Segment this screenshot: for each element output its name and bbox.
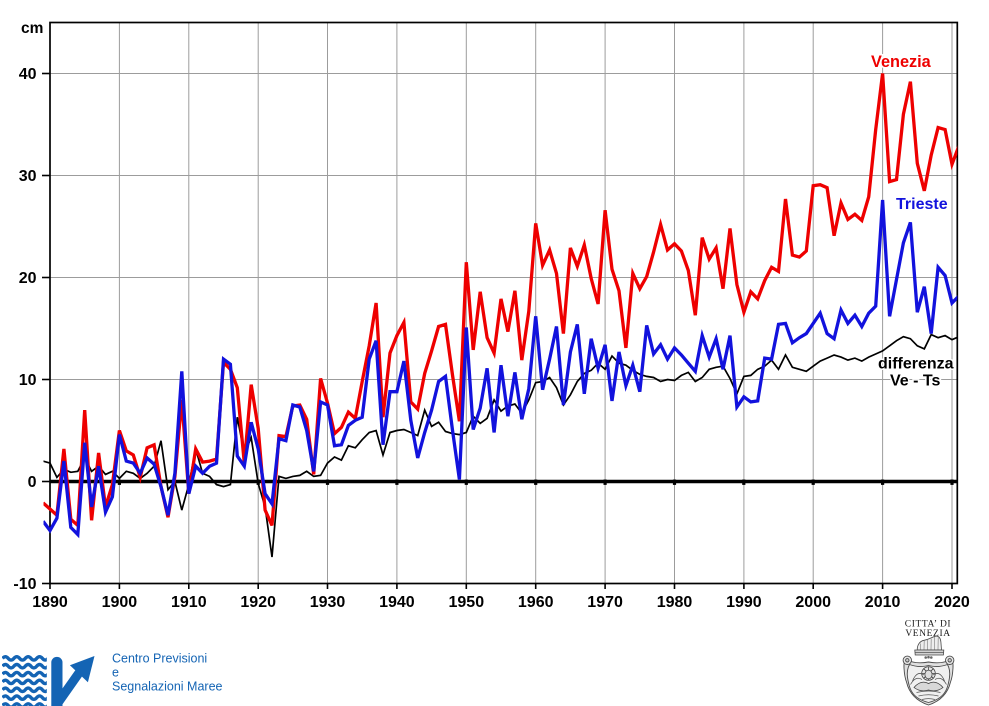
svg-text:-10: -10 xyxy=(13,576,36,593)
svg-text:1900: 1900 xyxy=(102,594,138,611)
svg-text:1890: 1890 xyxy=(32,594,68,611)
svg-text:1910: 1910 xyxy=(171,594,207,611)
svg-text:2020: 2020 xyxy=(934,594,970,611)
svg-text:30: 30 xyxy=(19,168,37,185)
svg-text:cm: cm xyxy=(21,20,43,37)
svg-text:2000: 2000 xyxy=(795,594,831,611)
svg-text:0: 0 xyxy=(28,474,37,491)
svg-text:1940: 1940 xyxy=(379,594,415,611)
svg-text:Venezia: Venezia xyxy=(871,53,932,71)
svg-text:1960: 1960 xyxy=(518,594,554,611)
svg-text:1980: 1980 xyxy=(657,594,693,611)
svg-text:Centro Previsioni: Centro Previsioni xyxy=(112,652,207,666)
svg-text:40: 40 xyxy=(19,66,37,83)
svg-text:e: e xyxy=(112,666,119,680)
svg-text:1930: 1930 xyxy=(310,594,346,611)
svg-text:Trieste: Trieste xyxy=(896,196,948,213)
svg-text:VENEZIA: VENEZIA xyxy=(905,629,950,639)
svg-text:2010: 2010 xyxy=(865,594,901,611)
svg-text:Ve - Ts: Ve - Ts xyxy=(890,373,940,390)
svg-text:10: 10 xyxy=(19,372,37,389)
svg-text:Segnalazioni Maree: Segnalazioni Maree xyxy=(112,680,223,694)
svg-text:1970: 1970 xyxy=(587,594,623,611)
svg-text:1990: 1990 xyxy=(726,594,762,611)
svg-text:differenza: differenza xyxy=(878,356,954,373)
svg-text:20: 20 xyxy=(19,270,37,287)
svg-text:CITTA’ DI: CITTA’ DI xyxy=(905,620,951,630)
svg-text:1920: 1920 xyxy=(240,594,276,611)
svg-text:1950: 1950 xyxy=(449,594,485,611)
